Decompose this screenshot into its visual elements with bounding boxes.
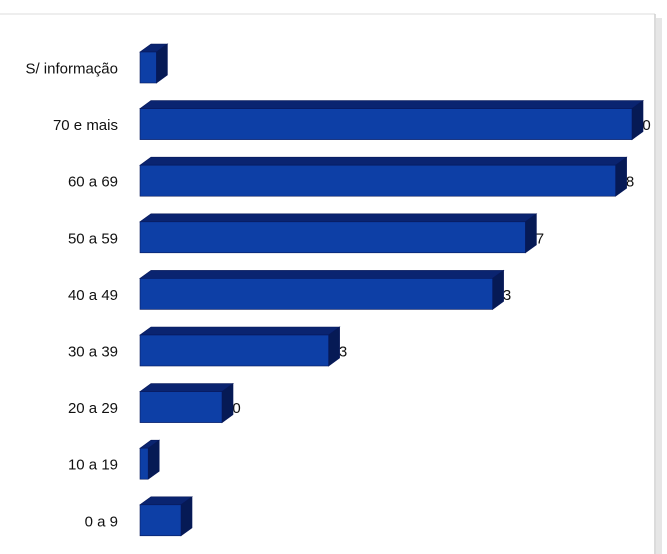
bar-front-face [139,334,329,367]
bar-5 [139,326,341,367]
bar-top-face [139,383,234,392]
bar-top-face [139,326,341,336]
bar-front-face [139,447,149,480]
category-label: S/ informação [25,61,118,78]
bar-front-face [139,278,493,310]
bar-front-face [139,51,157,84]
category-label: 40 a 49 [68,287,118,304]
category-labels: S/ informação 70 e mais 60 a 69 50 a 59 40 a… [25,61,118,531]
bar-0 [139,43,169,84]
bar-7 [139,439,161,480]
category-label: 50 a 59 [68,230,118,247]
bar-front-face [139,391,223,423]
bar-top-face [139,156,628,166]
bar-front-face [139,108,633,140]
bar-front-face [139,164,616,197]
bar-4 [139,269,505,310]
category-label: 70 e mais [53,117,118,134]
bar-top-face [139,270,505,279]
bar-top-face [139,213,538,223]
category-label: 0 a 9 [85,513,118,530]
category-label: 60 a 69 [68,174,118,191]
bar-3 [139,213,538,254]
category-label: 20 a 29 [68,400,118,417]
bar-top-face [139,100,644,109]
category-label: 10 a 19 [68,457,118,474]
bar-front-face [139,504,182,537]
bar-front-face [139,221,526,254]
bar-8 [139,496,193,537]
bars-group [139,43,644,537]
bar-6 [139,383,234,424]
chart-frame [0,13,662,554]
bar-1 [139,100,644,141]
bar-2 [139,156,628,197]
category-label: 30 a 39 [68,344,118,361]
